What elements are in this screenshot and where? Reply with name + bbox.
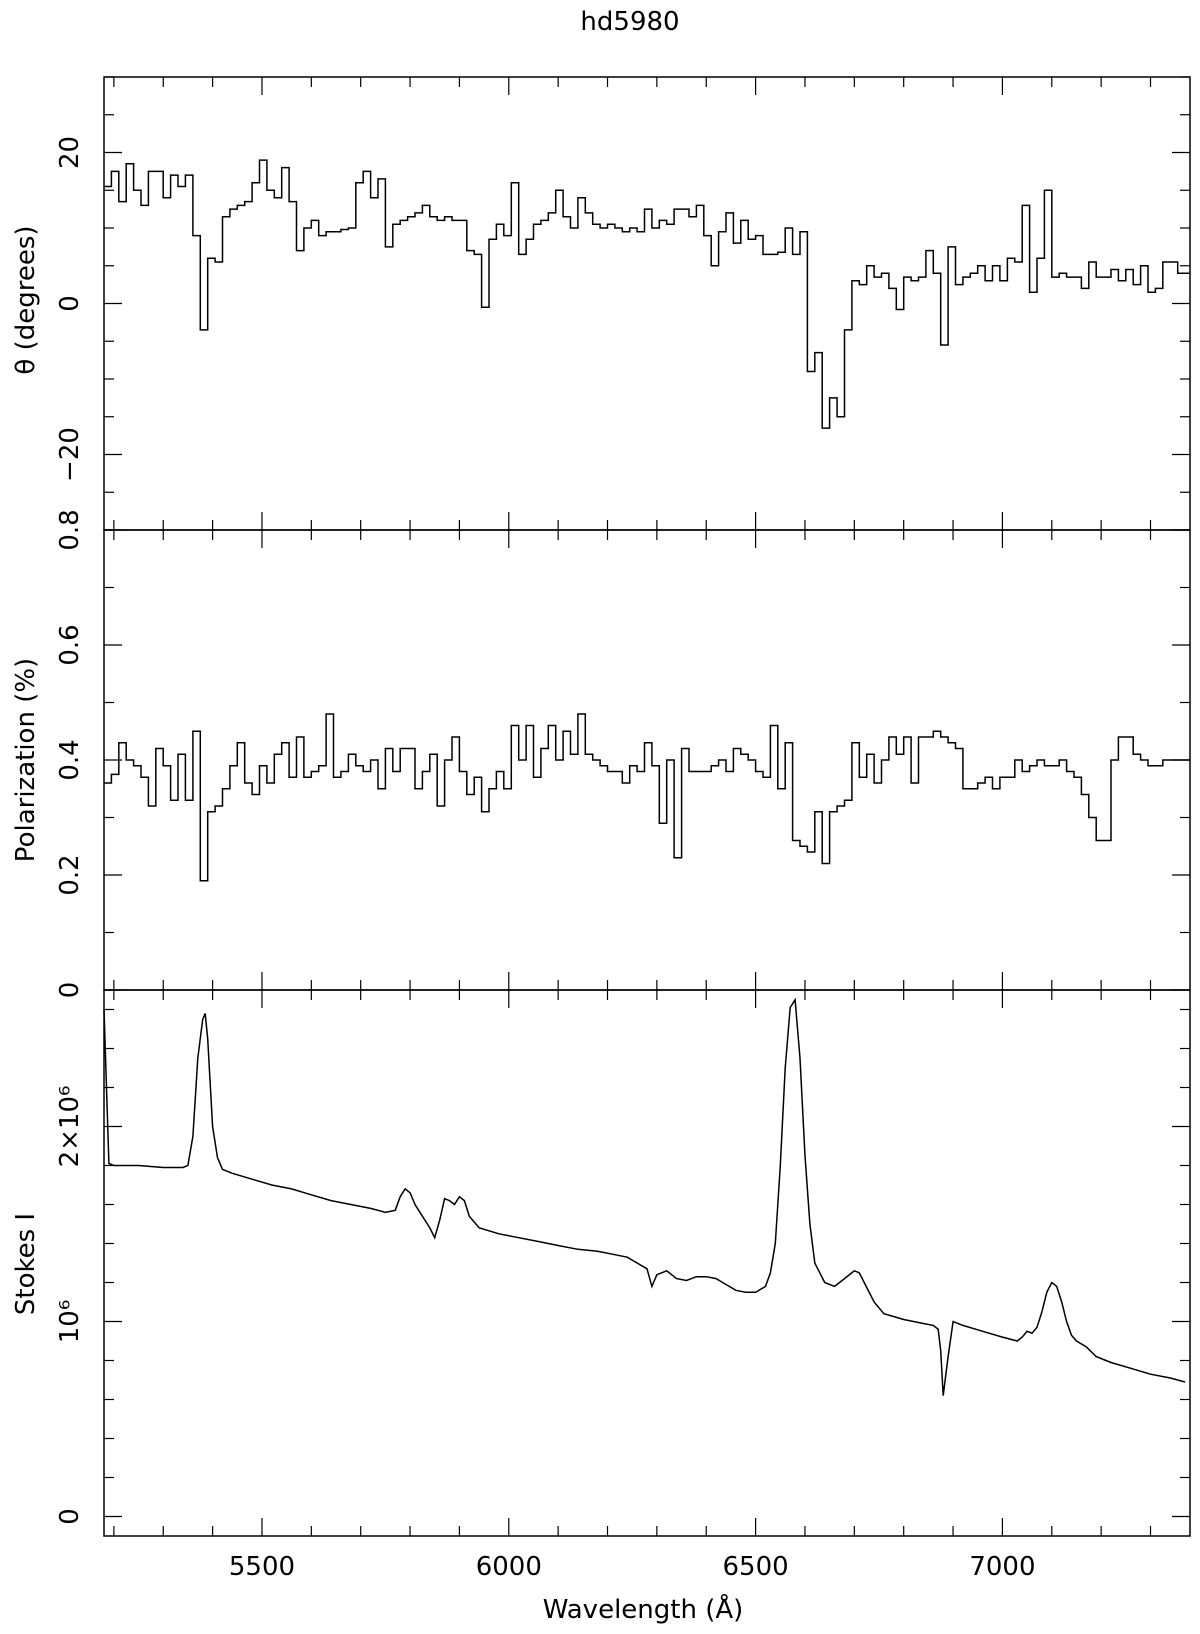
x-tick-label: 6000	[476, 1552, 542, 1582]
stokes-i-panel: 0 10⁶ 2×10⁶ Stokes I	[11, 989, 1191, 1537]
stokes-i-y-axis-label: Stokes I	[11, 1213, 41, 1315]
y-tick-label: 0.4	[55, 739, 85, 780]
y-tick-label: 2×10⁶	[55, 1086, 85, 1168]
polarization-panel: 0 0.2 0.4 0.6 0.8 Polarization (%)	[11, 509, 1191, 998]
series-line	[103, 997, 1186, 1396]
theta-series	[104, 159, 1190, 429]
x-tick-label: 5500	[229, 1552, 295, 1582]
y-tick-label: 0.8	[55, 509, 85, 550]
x-tick-labels: 5500 6000 6500 7000	[229, 1552, 1036, 1582]
y-tick-label: 0	[55, 1508, 85, 1525]
y-tick-label: 0	[55, 982, 85, 999]
y-tick-label: 20	[55, 136, 85, 169]
polarization-panel-ticks	[104, 529, 1190, 991]
x-tick-label: 7000	[969, 1552, 1035, 1582]
theta-panel: −20 0 20 θ (degrees)	[11, 76, 1191, 531]
x-axis-label: Wavelength (Å)	[543, 1593, 744, 1625]
polarization-y-tick-labels: 0 0.2 0.4 0.6 0.8	[55, 509, 85, 998]
stokes-i-panel-frame	[103, 989, 1191, 1537]
theta-y-axis-label: θ (degrees)	[11, 225, 41, 374]
stokes-i-y-tick-labels: 0 10⁶ 2×10⁶	[55, 1086, 85, 1525]
y-tick-label: 0.6	[55, 624, 85, 665]
theta-panel-frame	[103, 76, 1191, 531]
chart-title: hd5980	[580, 7, 679, 37]
polarization-series	[104, 713, 1190, 882]
series-line	[104, 713, 1190, 882]
y-tick-label: 0	[55, 295, 85, 312]
y-tick-label: 0.2	[55, 854, 85, 895]
x-tick-label: 6500	[723, 1552, 789, 1582]
y-tick-label: −20	[55, 427, 85, 482]
series-line	[104, 159, 1190, 429]
stokes-i-panel-ticks	[104, 990, 1190, 1536]
theta-panel-ticks	[104, 76, 1190, 531]
theta-y-tick-labels: −20 0 20	[55, 136, 85, 482]
y-tick-label: 10⁶	[55, 1300, 85, 1344]
polarization-panel-frame	[103, 529, 1191, 991]
polarization-y-axis-label: Polarization (%)	[11, 658, 41, 862]
stokes-i-series	[103, 997, 1186, 1396]
